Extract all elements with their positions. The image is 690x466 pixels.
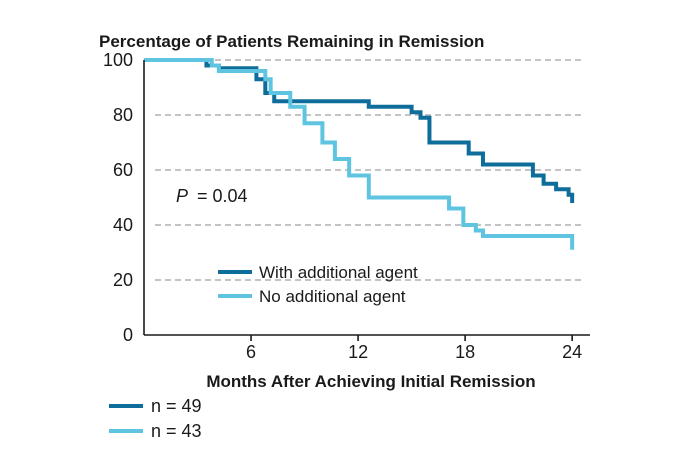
x-tick-label: 24 <box>562 342 582 362</box>
x-tick-label: 12 <box>348 342 368 362</box>
p-value-symbol: P <box>176 186 188 206</box>
x-tick-labels: 6 12 18 24 <box>246 335 582 362</box>
y-tick-label: 100 <box>103 50 133 70</box>
legend: With additional agent No additional agent <box>218 263 418 306</box>
n-legend-label: n = 43 <box>151 421 202 441</box>
x-axis-label: Months After Achieving Initial Remission <box>206 372 535 391</box>
x-tick-label: 18 <box>455 342 475 362</box>
p-value-annotation: P = 0.04 <box>176 186 248 206</box>
series-lines <box>144 58 575 250</box>
sample-size-legend: n = 49 n = 43 <box>109 396 202 441</box>
series-line-no-agent <box>144 58 575 250</box>
n-legend-label: n = 49 <box>151 396 202 416</box>
y-tick-labels: 0 20 40 60 80 100 <box>103 50 133 345</box>
chart-title: Percentage of Patients Remaining in Remi… <box>99 32 484 51</box>
series-line-with-agent <box>144 58 575 203</box>
y-tick-label: 80 <box>113 105 133 125</box>
legend-label: With additional agent <box>259 263 418 282</box>
grid-lines <box>155 59 583 281</box>
y-tick-label: 0 <box>123 325 133 345</box>
p-value-text: = 0.04 <box>197 186 248 206</box>
y-tick-label: 60 <box>113 160 133 180</box>
y-tick-label: 40 <box>113 215 133 235</box>
x-tick-label: 6 <box>246 342 256 362</box>
legend-label: No additional agent <box>259 287 406 306</box>
y-tick-label: 20 <box>113 270 133 290</box>
